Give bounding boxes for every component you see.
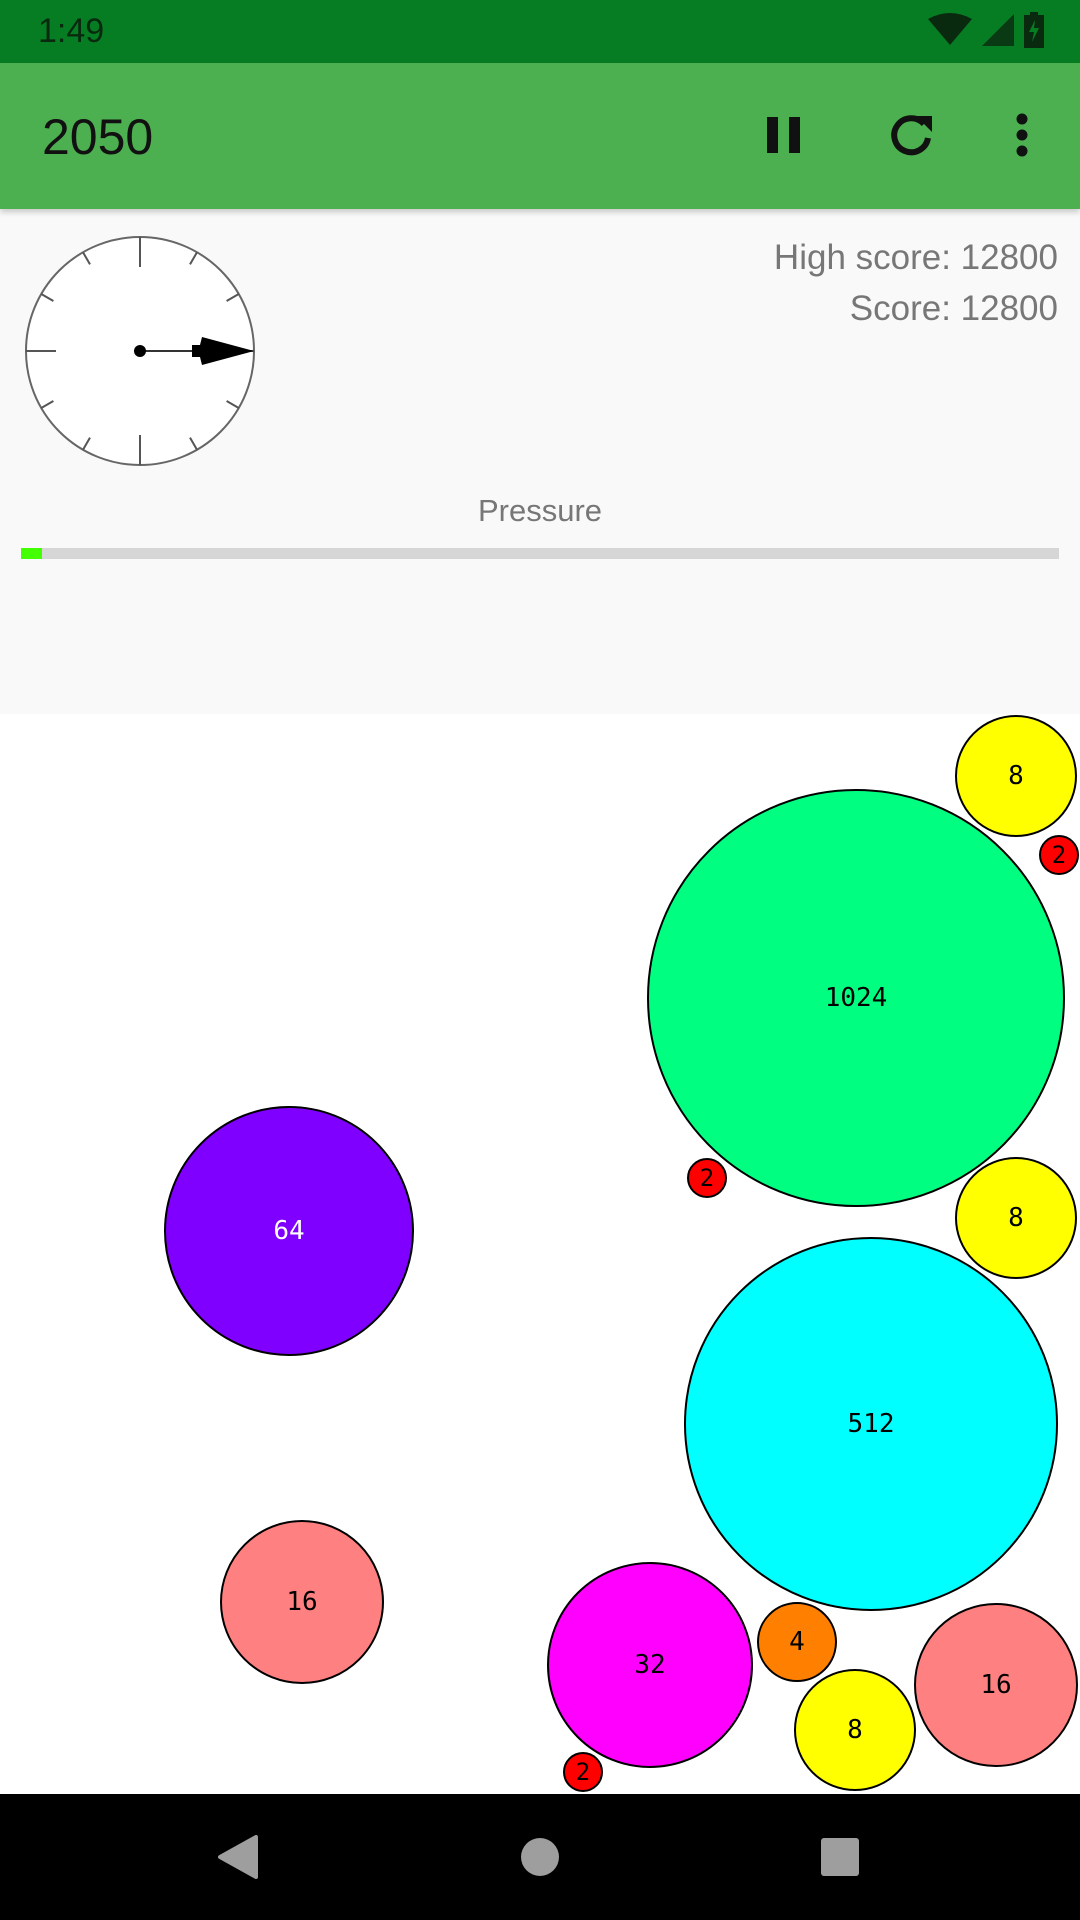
ball-value: 8 <box>1008 1203 1024 1233</box>
ball: 32 <box>547 1562 753 1768</box>
ball-value: 64 <box>273 1216 305 1246</box>
ball: 8 <box>955 1157 1077 1279</box>
pressure-label: Pressure <box>477 493 603 528</box>
recents-icon[interactable] <box>815 1832 865 1882</box>
dial-tick <box>82 251 91 265</box>
back-icon[interactable] <box>214 1832 264 1882</box>
pause-button[interactable] <box>754 105 814 165</box>
ball: 4 <box>757 1602 837 1682</box>
pressure-bar-fill <box>21 548 42 559</box>
dial-tick <box>40 293 54 302</box>
current-score: Score: 12800 <box>849 289 1058 328</box>
ball: 1024 <box>647 789 1065 1207</box>
app-bar: 2050 <box>0 63 1080 209</box>
home-icon[interactable] <box>515 1832 565 1882</box>
ball-value: 16 <box>286 1587 318 1617</box>
ball: 8 <box>794 1669 916 1791</box>
ball-value: 2 <box>1051 841 1067 869</box>
ball-value: 8 <box>1008 761 1024 791</box>
ball-value: 2 <box>575 1758 591 1786</box>
ball: 16 <box>914 1603 1078 1767</box>
ball-value: 8 <box>847 1715 863 1745</box>
signal-icon <box>982 14 1014 46</box>
dial-tick <box>189 251 198 265</box>
ball: 8 <box>955 715 1077 837</box>
dial-tick <box>226 293 240 302</box>
dial-tick <box>189 437 198 451</box>
score-panel: High score: 12800 Score: 12800 Pressure <box>0 209 1080 715</box>
pressure-bar <box>21 548 1059 559</box>
status-time: 1:49 <box>38 12 105 50</box>
ball-value: 4 <box>789 1627 805 1657</box>
battery-charging-icon <box>1024 12 1044 48</box>
dial-tick <box>82 437 91 451</box>
wifi-icon <box>928 13 972 45</box>
navigation-bar <box>0 1794 1080 1920</box>
dial-needle <box>134 337 254 365</box>
more-options-button[interactable] <box>992 105 1052 165</box>
ball: 2 <box>1039 835 1079 875</box>
status-bar: 1:49 <box>0 0 1080 63</box>
dial-tick <box>226 400 240 409</box>
more-vert-icon <box>1016 113 1028 157</box>
game-area[interactable]: 8 2 1024 2 8 64 512 16 32 4 8 16 2 <box>0 714 1080 1794</box>
app-title: 2050 <box>42 109 154 165</box>
ball: 64 <box>164 1106 414 1356</box>
restart-button[interactable] <box>881 105 941 165</box>
pause-icon <box>767 117 800 153</box>
ball: 2 <box>563 1752 603 1792</box>
ball-value: 32 <box>634 1650 666 1680</box>
ball: 16 <box>220 1520 384 1684</box>
high-score: High score: 12800 <box>773 238 1058 277</box>
ball-value: 1024 <box>824 983 888 1013</box>
direction-dial <box>25 236 255 466</box>
ball-value: 512 <box>847 1409 895 1439</box>
dial-tick <box>40 400 54 409</box>
ball: 512 <box>684 1237 1058 1611</box>
ball-value: 16 <box>980 1670 1012 1700</box>
ball-value: 2 <box>699 1164 715 1192</box>
refresh-icon <box>891 115 932 156</box>
ball: 2 <box>687 1158 727 1198</box>
